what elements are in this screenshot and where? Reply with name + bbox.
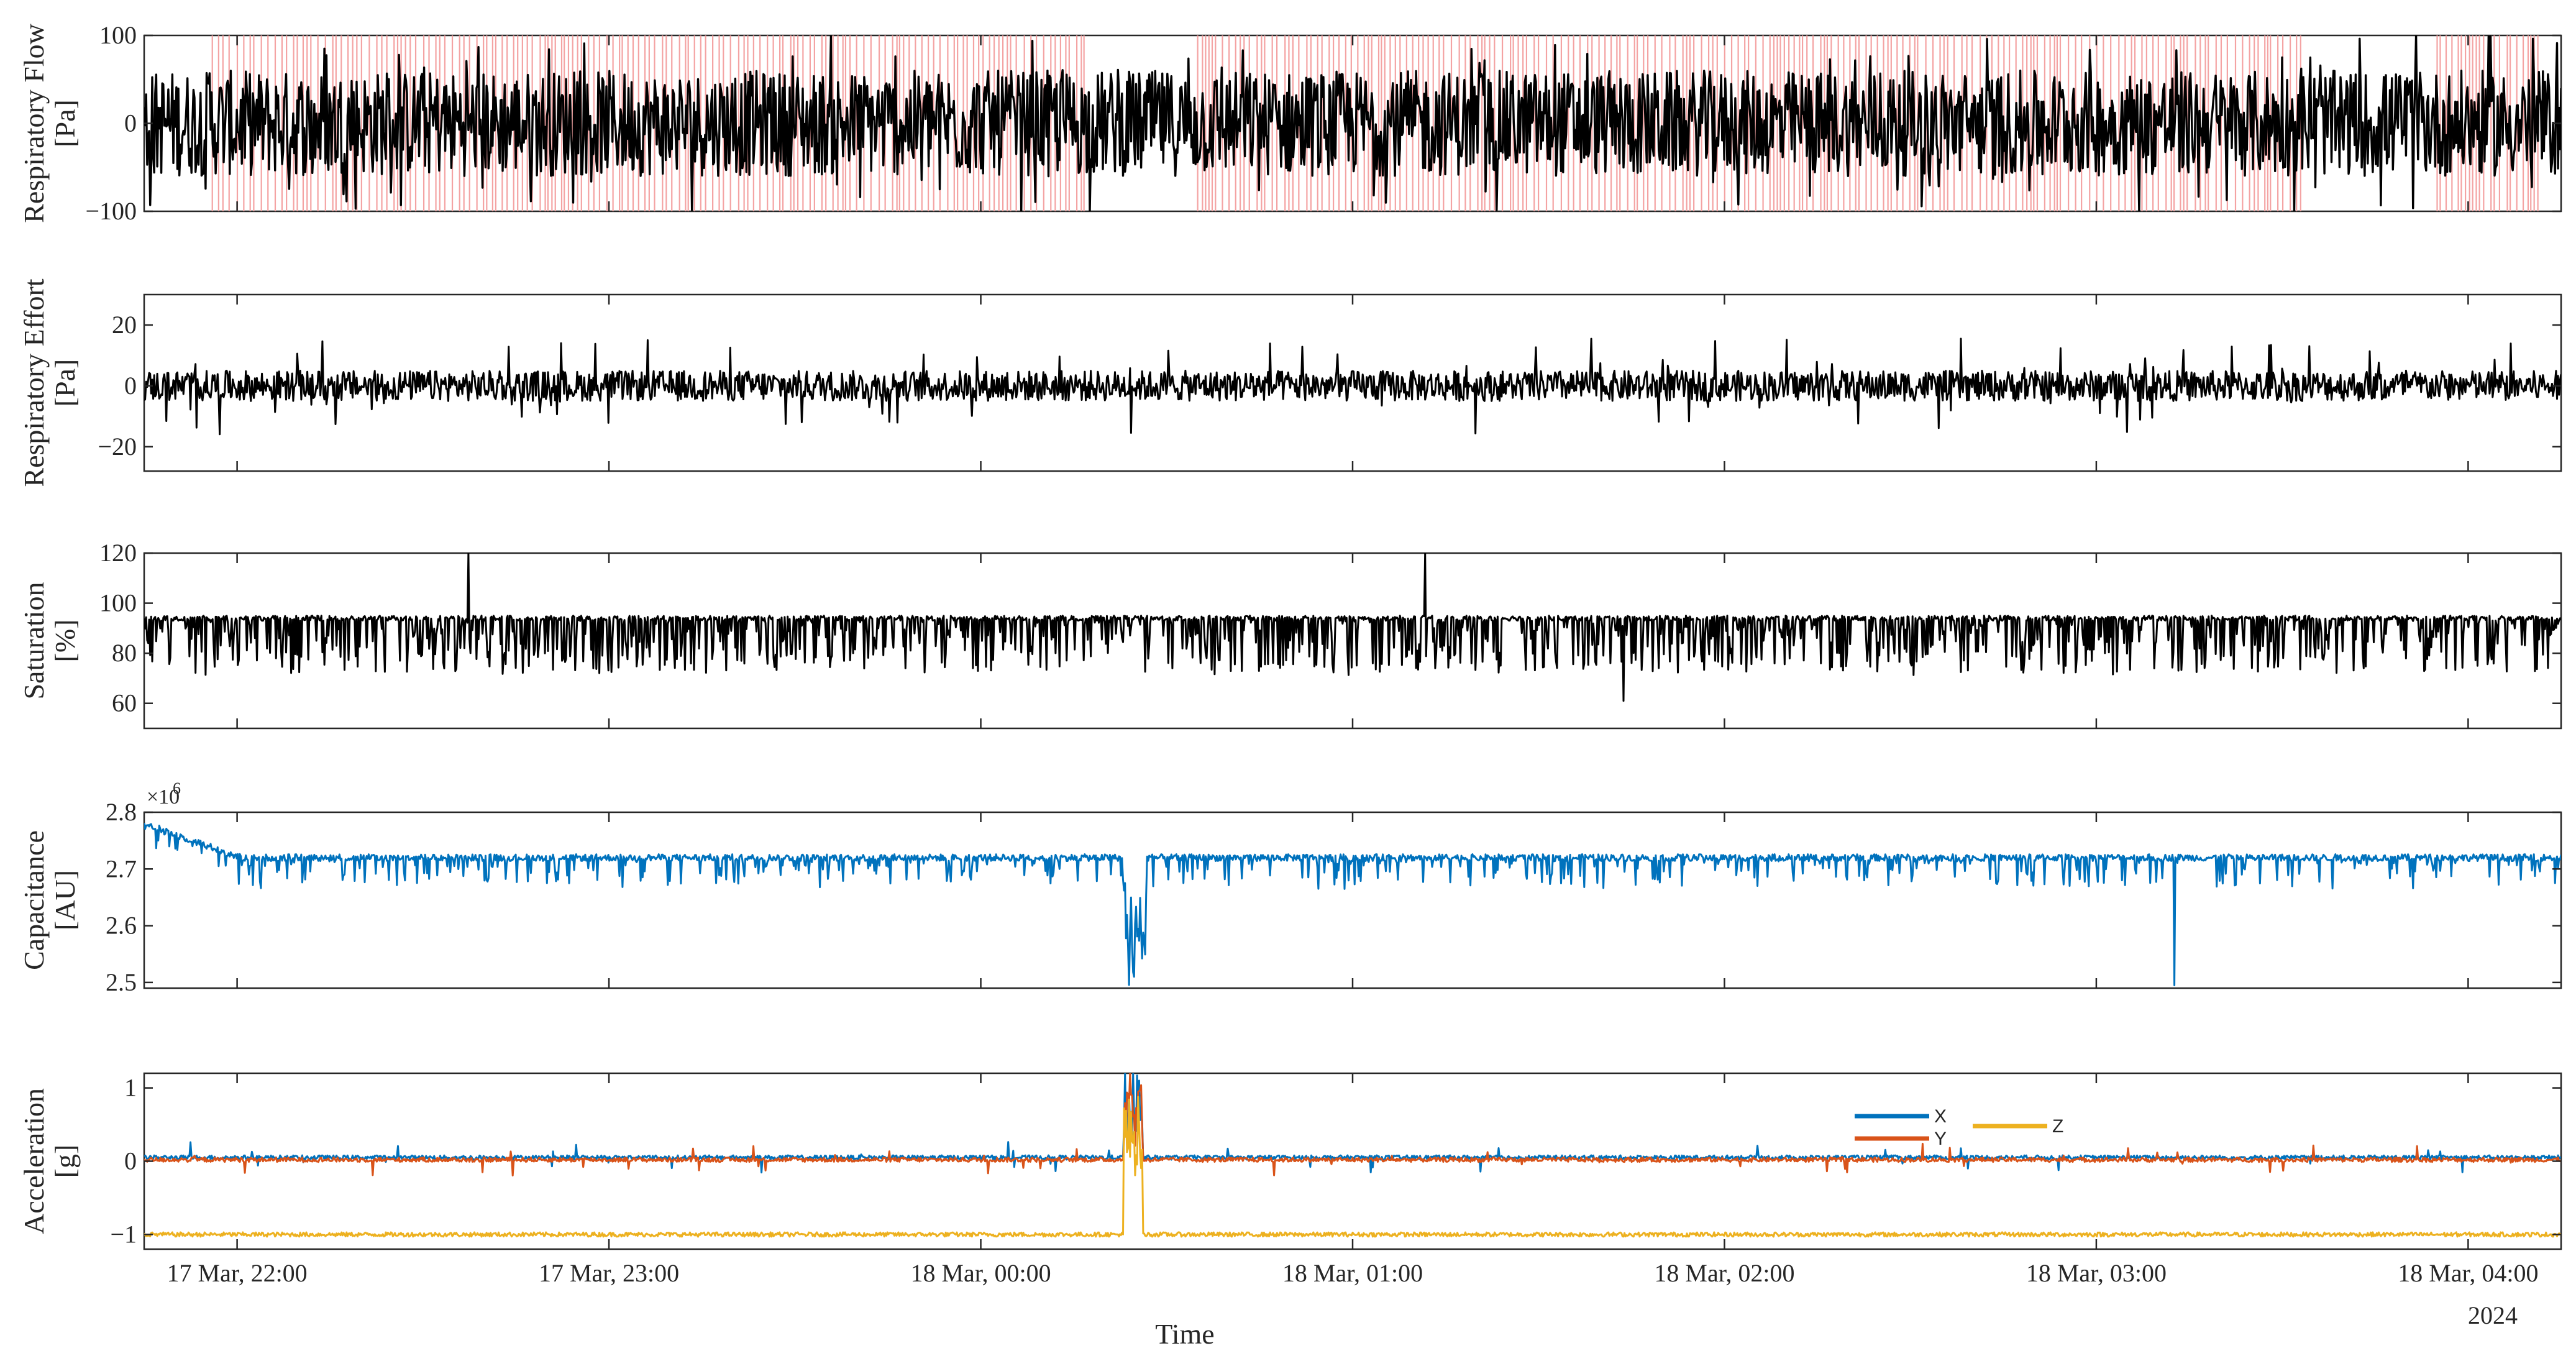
y-axis-title-acceleration: Acceleration	[18, 1088, 50, 1234]
y-axis-title-saturation: Saturation	[18, 582, 50, 699]
series-line-flow	[144, 35, 2561, 211]
y-tick-label: 100	[99, 21, 137, 49]
y-axis-exponent-power: 6	[173, 779, 181, 797]
series-line-acceleration-z	[144, 1096, 2561, 1238]
y-tick-label: 100	[99, 589, 137, 617]
y-axis-title-flow: Respiratory Flow	[18, 23, 50, 222]
y-tick-label: 2.5	[106, 968, 137, 996]
y-axis-exponent: ×10	[147, 786, 180, 809]
panel-capacitance: 2.5 2.6 2.7 2.8 Capacitance [AU] ×106	[18, 779, 2562, 996]
y-tick-label: 20	[112, 311, 137, 339]
y-tick-label: 60	[112, 689, 137, 717]
series-line-acceleration-y	[144, 1073, 2561, 1176]
panel-effort: −20 0 20 Respiratory Effort [Pa]	[18, 278, 2562, 487]
y-tick-label: 0	[124, 109, 137, 137]
y-tick-label: −1	[110, 1220, 137, 1248]
series-line-effort	[144, 337, 2561, 436]
y-tick-label: 120	[99, 539, 137, 567]
y-axis-title-saturation: [%]	[49, 620, 81, 662]
x-axis-year-label: 2024	[2468, 1301, 2518, 1329]
plot-content-effort	[144, 337, 2561, 436]
y-tick-label: 2.6	[106, 912, 137, 940]
x-tick-label: 18 Mar, 02:00	[1654, 1259, 1794, 1287]
y-tick-label: 0	[124, 372, 137, 400]
plot-content-capacitance	[144, 822, 2561, 986]
x-tick-label: 17 Mar, 22:00	[167, 1259, 308, 1287]
y-axis-title-capacitance: Capacitance	[18, 830, 50, 970]
plot-content-flow	[144, 35, 2561, 211]
y-tick-label: 1	[124, 1074, 137, 1102]
y-tick-label: −100	[85, 197, 137, 225]
series-line-capacitance	[144, 822, 2561, 986]
y-axis-title-flow: [Pa]	[49, 99, 81, 147]
y-axis-title-effort: Respiratory Effort	[18, 278, 50, 487]
y-axis-title-acceleration: [g]	[49, 1145, 81, 1178]
y-tick-label: 80	[112, 639, 137, 667]
x-tick-label: 18 Mar, 04:00	[2398, 1259, 2538, 1287]
y-tick-label: 2.8	[106, 798, 137, 826]
y-axis-title-capacitance: [AU]	[49, 870, 81, 930]
y-axis-title-effort: [Pa]	[49, 359, 81, 407]
legend-label-x: X	[1934, 1106, 1947, 1127]
x-axis-title: Time	[1155, 1318, 1214, 1350]
x-tick-label: 18 Mar, 01:00	[1282, 1259, 1423, 1287]
legend-label-z: Z	[2052, 1116, 2063, 1137]
y-tick-label: 0	[124, 1147, 137, 1175]
legend-label-y: Y	[1934, 1129, 1947, 1149]
x-tick-label: 17 Mar, 23:00	[539, 1259, 679, 1287]
panel-flow: −100 0 100 Respiratory Flow [Pa]	[18, 21, 2562, 225]
plot-content-saturation	[144, 553, 2561, 702]
plot-content-acceleration	[144, 1073, 2561, 1238]
y-tick-label: −20	[98, 433, 137, 461]
x-tick-label: 18 Mar, 03:00	[2026, 1259, 2167, 1287]
plot-area-capacitance	[143, 811, 2562, 989]
panel-acceleration: −1 0 1 Acceleration [g] XY Z 17 Mar, 22:00 17 Ma…	[18, 1072, 2562, 1287]
panel-saturation: 60 80 100 120 Saturation [%]	[18, 539, 2562, 730]
x-tick-label: 18 Mar, 00:00	[910, 1259, 1051, 1287]
series-line-saturation	[144, 553, 2561, 702]
y-tick-label: 2.7	[106, 855, 137, 882]
legend: XY Z	[1855, 1106, 2063, 1149]
